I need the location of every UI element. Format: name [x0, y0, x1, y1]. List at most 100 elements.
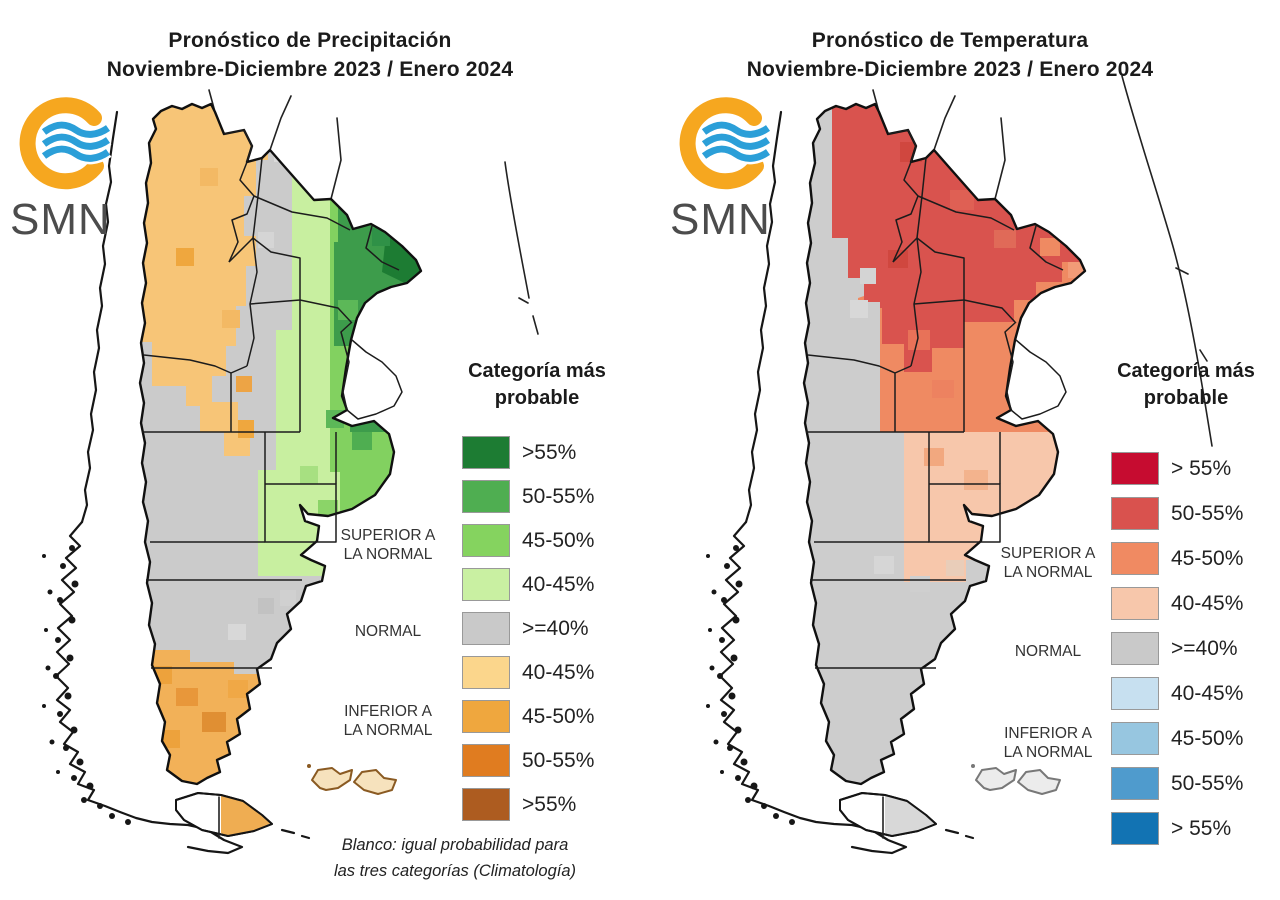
legend-group-label-line: INFERIOR A: [1004, 725, 1092, 742]
panel-title-line2: Noviembre-Diciembre 2023 / Enero 2024: [746, 58, 1154, 81]
legend-item: >=40%: [462, 612, 589, 645]
legend-color-swatch: [462, 744, 510, 777]
isla-de-los-estados: [944, 828, 975, 840]
legend-group-label-line: LA NORMAL: [1003, 744, 1093, 761]
legend-item: 50-55%: [462, 744, 594, 777]
panel-title-line2: Noviembre-Diciembre 2023 / Enero 2024: [106, 58, 514, 81]
logo-ring: [679, 97, 764, 190]
legend-item-label: 45-50%: [1171, 726, 1244, 750]
argentina-forecast-map: [706, 75, 1213, 855]
smn-logo-mark: [19, 97, 112, 190]
legend-item: 50-55%: [462, 480, 594, 513]
legend-color-swatch: [462, 612, 510, 645]
argentina-forecast-map: [42, 89, 539, 855]
argentina-outline: [138, 102, 423, 786]
province-borders: [142, 129, 403, 669]
legend-item-label: 40-45%: [522, 660, 595, 684]
chile-fjords-coast: [718, 520, 908, 855]
forecast-pixel-block: [338, 300, 358, 320]
neighbor-border-lines: [208, 89, 539, 335]
forecast-pixel-block: [860, 268, 876, 284]
forecast-pixel-block: [924, 448, 944, 466]
forecast-pixel-block: [294, 150, 312, 168]
forecast-pixel-block: [300, 466, 318, 484]
legend-group-label-line: SUPERIOR A: [340, 527, 436, 544]
legend-group-label-line: NORMAL: [354, 623, 422, 640]
forecast-pixel-block: [964, 470, 988, 490]
legend-color-swatch: [1111, 722, 1159, 755]
forecast-pixel-block: [352, 432, 372, 450]
legend-heading-line1: Categoría más: [468, 360, 606, 382]
forecast-pixel-block: [850, 300, 868, 318]
legend-item-label: 50-55%: [1171, 501, 1244, 525]
forecast-pixel-block: [888, 250, 908, 268]
forecast-panel-temperatura: Pronóstico de Temperatura Noviembre-Dici…: [640, 0, 1280, 900]
forecast-pixel-block: [236, 376, 252, 392]
malvinas-west-island: [311, 767, 353, 791]
tierra-del-fuego: [839, 792, 975, 840]
legend-group-label: SUPERIOR A LA NORMAL: [992, 544, 1104, 582]
legend-item: 45-50%: [1111, 542, 1243, 575]
forecast-pixel-block: [1040, 238, 1060, 256]
legend-color-swatch: [462, 788, 510, 821]
smn-logo-text: SMN: [10, 195, 111, 244]
forecast-pixel-block: [222, 310, 240, 328]
forecast-zone-superior-55-misiones: [382, 234, 421, 288]
legend-color-swatch: [462, 436, 510, 469]
legend-color-swatch: [462, 656, 510, 689]
legend-item: > 55%: [1111, 452, 1231, 485]
forecast-pixel-block: [274, 146, 290, 162]
logo-waves-icon: [40, 119, 112, 165]
legend-item-label: 50-55%: [522, 484, 595, 508]
legend-item-label: 50-55%: [522, 748, 595, 772]
forecast-zone-superior-55: [356, 332, 404, 410]
legend-heading: Categoría más probable: [1066, 358, 1280, 412]
legend-item-label: > 55%: [1171, 816, 1232, 840]
legend-item-label: 45-50%: [522, 528, 595, 552]
legend-group-label: NORMAL: [332, 622, 444, 641]
legend-heading-line1: Categoría más: [1117, 360, 1255, 382]
panel-title: Pronóstico de Precipitación Noviembre-Di…: [0, 26, 620, 84]
chile-outline: [42, 110, 244, 855]
forecast-pixel-block: [258, 232, 274, 248]
paraguay-border-line: [269, 95, 292, 151]
forecast-pixel-block: [228, 680, 248, 698]
legend-color-swatch: [462, 480, 510, 513]
forecast-pixel-block: [946, 560, 964, 576]
forecast-pixel-block: [352, 206, 372, 226]
forecast-pixel-block: [202, 712, 226, 732]
forecast-pixel-block: [960, 352, 984, 372]
tierra-del-fuego: [175, 792, 311, 840]
malvinas-east-island: [353, 769, 397, 795]
chile-fjords-coast: [54, 520, 244, 855]
legend-color-swatch: [462, 700, 510, 733]
paraguay-river-line: [330, 117, 342, 200]
atlantic-coast-line: [504, 161, 539, 335]
neighbor-border-lines: [872, 75, 1213, 447]
tdf-argentina-part: [221, 796, 271, 836]
tdf-argentina-part: [885, 796, 935, 836]
legend-note-line1: Blanco: igual probabilidad para: [341, 836, 569, 854]
forecast-pixel-block: [874, 556, 894, 574]
chile-outline: [706, 110, 908, 855]
logo-ring: [19, 97, 104, 190]
paraguay-border-line: [933, 95, 956, 151]
legend-group-label-line: SUPERIOR A: [1000, 545, 1096, 562]
legend-color-swatch: [1111, 542, 1159, 575]
legend-color-swatch: [1111, 767, 1159, 800]
legend-item-label: >=40%: [1171, 636, 1238, 660]
legend-item: 50-55%: [1111, 767, 1243, 800]
forecast-pixel-block: [200, 168, 218, 186]
legend-group-label: SUPERIOR A LA NORMAL: [332, 526, 444, 564]
chile-pacific-coast: [744, 110, 783, 524]
forecast-pixel-block: [908, 330, 930, 350]
forecast-pixel-block: [256, 128, 274, 146]
legend-color-swatch: [462, 568, 510, 601]
legend-color-swatch: [1111, 452, 1159, 485]
legend-heading-line2: probable: [1143, 387, 1229, 409]
legend-heading-line2: probable: [494, 387, 580, 409]
legend-item: 45-50%: [1111, 722, 1243, 755]
forecast-pixel-block: [238, 420, 254, 438]
legend-note: Blanco: igual probabilidad para las tres…: [290, 832, 620, 884]
forecast-pixel-block: [994, 230, 1016, 248]
